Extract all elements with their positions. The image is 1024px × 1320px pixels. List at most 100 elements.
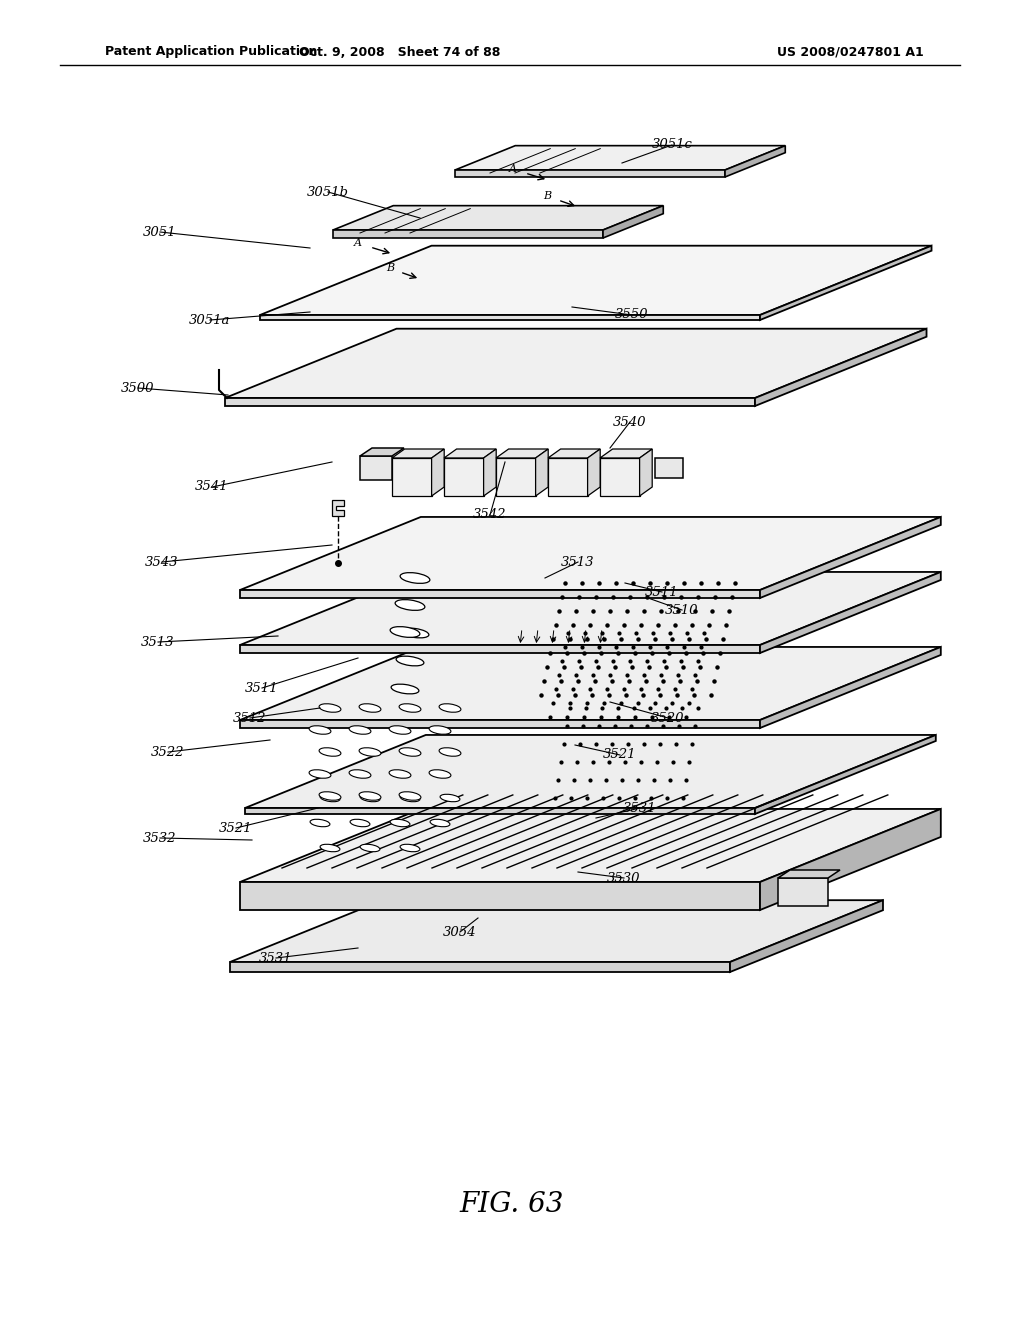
Ellipse shape [401, 628, 429, 638]
Polygon shape [760, 572, 941, 653]
Ellipse shape [439, 747, 461, 756]
Ellipse shape [349, 726, 371, 734]
Polygon shape [730, 900, 883, 972]
Text: FIG. 63: FIG. 63 [460, 1192, 564, 1218]
Ellipse shape [359, 704, 381, 713]
Ellipse shape [399, 704, 421, 713]
Polygon shape [230, 962, 730, 972]
Polygon shape [260, 315, 760, 319]
Polygon shape [455, 145, 785, 170]
Text: 3510: 3510 [666, 603, 698, 616]
Text: 3054: 3054 [443, 925, 477, 939]
Text: 3520: 3520 [651, 711, 685, 725]
Ellipse shape [350, 820, 370, 826]
Polygon shape [392, 449, 444, 458]
Text: 3500: 3500 [121, 381, 155, 395]
Ellipse shape [390, 627, 420, 638]
Ellipse shape [429, 770, 451, 779]
Polygon shape [240, 719, 760, 729]
Polygon shape [640, 449, 652, 496]
Ellipse shape [309, 726, 331, 734]
Text: 3513: 3513 [561, 556, 595, 569]
Ellipse shape [391, 684, 419, 694]
Text: 3051a: 3051a [189, 314, 230, 326]
Polygon shape [496, 449, 548, 458]
Ellipse shape [400, 573, 430, 583]
Polygon shape [245, 735, 936, 808]
Polygon shape [332, 500, 344, 516]
Ellipse shape [439, 704, 461, 713]
Polygon shape [240, 572, 941, 645]
Text: 3532: 3532 [143, 832, 177, 845]
Polygon shape [483, 449, 497, 496]
Ellipse shape [396, 656, 424, 665]
Polygon shape [496, 458, 536, 496]
Polygon shape [725, 145, 785, 177]
Polygon shape [755, 329, 927, 407]
Text: B: B [543, 191, 551, 201]
Polygon shape [240, 517, 941, 590]
Ellipse shape [359, 792, 381, 800]
Ellipse shape [360, 845, 380, 851]
Text: Oct. 9, 2008   Sheet 74 of 88: Oct. 9, 2008 Sheet 74 of 88 [299, 45, 501, 58]
Text: 3051b: 3051b [307, 186, 349, 198]
Ellipse shape [319, 792, 341, 800]
Polygon shape [778, 870, 840, 878]
Ellipse shape [319, 747, 341, 756]
Ellipse shape [360, 795, 380, 801]
Polygon shape [360, 455, 392, 480]
Ellipse shape [400, 845, 420, 851]
Ellipse shape [309, 770, 331, 779]
Polygon shape [333, 206, 664, 230]
Polygon shape [240, 645, 760, 653]
Text: 3513: 3513 [141, 635, 175, 648]
Polygon shape [588, 449, 600, 496]
Ellipse shape [321, 795, 340, 801]
Text: B: B [386, 263, 394, 273]
Polygon shape [600, 458, 640, 496]
Ellipse shape [400, 795, 420, 801]
Ellipse shape [359, 747, 381, 756]
Polygon shape [245, 808, 755, 814]
Polygon shape [431, 449, 444, 496]
Text: Patent Application Publication: Patent Application Publication [105, 45, 317, 58]
Polygon shape [225, 399, 755, 407]
Polygon shape [230, 900, 883, 962]
Ellipse shape [319, 704, 341, 713]
Text: 3511: 3511 [645, 586, 679, 598]
Polygon shape [778, 878, 828, 906]
Ellipse shape [321, 845, 340, 851]
Polygon shape [760, 246, 932, 319]
Polygon shape [444, 449, 497, 458]
Polygon shape [455, 170, 725, 177]
Text: 3542: 3542 [473, 508, 507, 521]
Ellipse shape [349, 770, 371, 779]
Polygon shape [392, 458, 431, 496]
Text: A: A [354, 238, 362, 248]
Polygon shape [333, 230, 603, 238]
Polygon shape [760, 647, 941, 729]
Ellipse shape [310, 820, 330, 826]
Text: 3511: 3511 [246, 681, 279, 694]
Polygon shape [603, 206, 664, 238]
Text: 3540: 3540 [613, 416, 647, 429]
Ellipse shape [399, 747, 421, 756]
Polygon shape [760, 517, 941, 598]
Text: 3530: 3530 [607, 871, 641, 884]
Ellipse shape [429, 726, 451, 734]
Ellipse shape [395, 599, 425, 610]
Ellipse shape [430, 820, 450, 826]
Text: 3051c: 3051c [651, 139, 692, 152]
Text: 3550: 3550 [615, 309, 649, 322]
Text: 3531: 3531 [624, 801, 656, 814]
Polygon shape [240, 590, 760, 598]
Polygon shape [755, 735, 936, 814]
Text: 3543: 3543 [145, 556, 179, 569]
Ellipse shape [389, 726, 411, 734]
Polygon shape [360, 447, 404, 455]
Text: 3051: 3051 [143, 226, 177, 239]
Polygon shape [760, 809, 941, 909]
Ellipse shape [389, 770, 411, 779]
Polygon shape [444, 458, 483, 496]
Text: A: A [509, 164, 517, 174]
